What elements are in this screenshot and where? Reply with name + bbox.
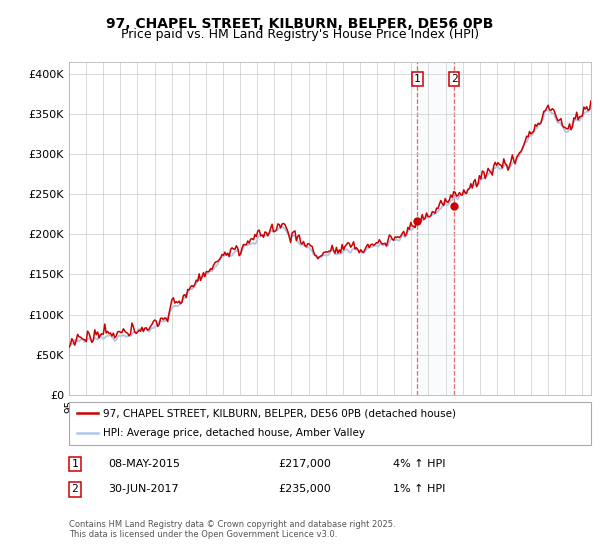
Text: 97, CHAPEL STREET, KILBURN, BELPER, DE56 0PB (detached house): 97, CHAPEL STREET, KILBURN, BELPER, DE56…: [103, 408, 456, 418]
Text: 1% ↑ HPI: 1% ↑ HPI: [392, 484, 445, 494]
Text: 1: 1: [71, 459, 79, 469]
Text: 97, CHAPEL STREET, KILBURN, BELPER, DE56 0PB: 97, CHAPEL STREET, KILBURN, BELPER, DE56…: [106, 17, 494, 31]
Bar: [417, 62, 454, 395]
Text: 08-MAY-2015: 08-MAY-2015: [108, 459, 180, 469]
Text: 30-JUN-2017: 30-JUN-2017: [108, 484, 179, 494]
Text: HPI: Average price, detached house, Amber Valley: HPI: Average price, detached house, Ambe…: [103, 428, 365, 438]
Text: £217,000: £217,000: [278, 459, 331, 469]
Text: 2: 2: [451, 74, 457, 84]
Text: Contains HM Land Registry data © Crown copyright and database right 2025.
This d: Contains HM Land Registry data © Crown c…: [69, 520, 395, 539]
Text: 1: 1: [414, 74, 421, 84]
Text: £235,000: £235,000: [278, 484, 331, 494]
Text: 4% ↑ HPI: 4% ↑ HPI: [392, 459, 445, 469]
Text: Price paid vs. HM Land Registry's House Price Index (HPI): Price paid vs. HM Land Registry's House …: [121, 28, 479, 41]
Text: 2: 2: [71, 484, 79, 494]
